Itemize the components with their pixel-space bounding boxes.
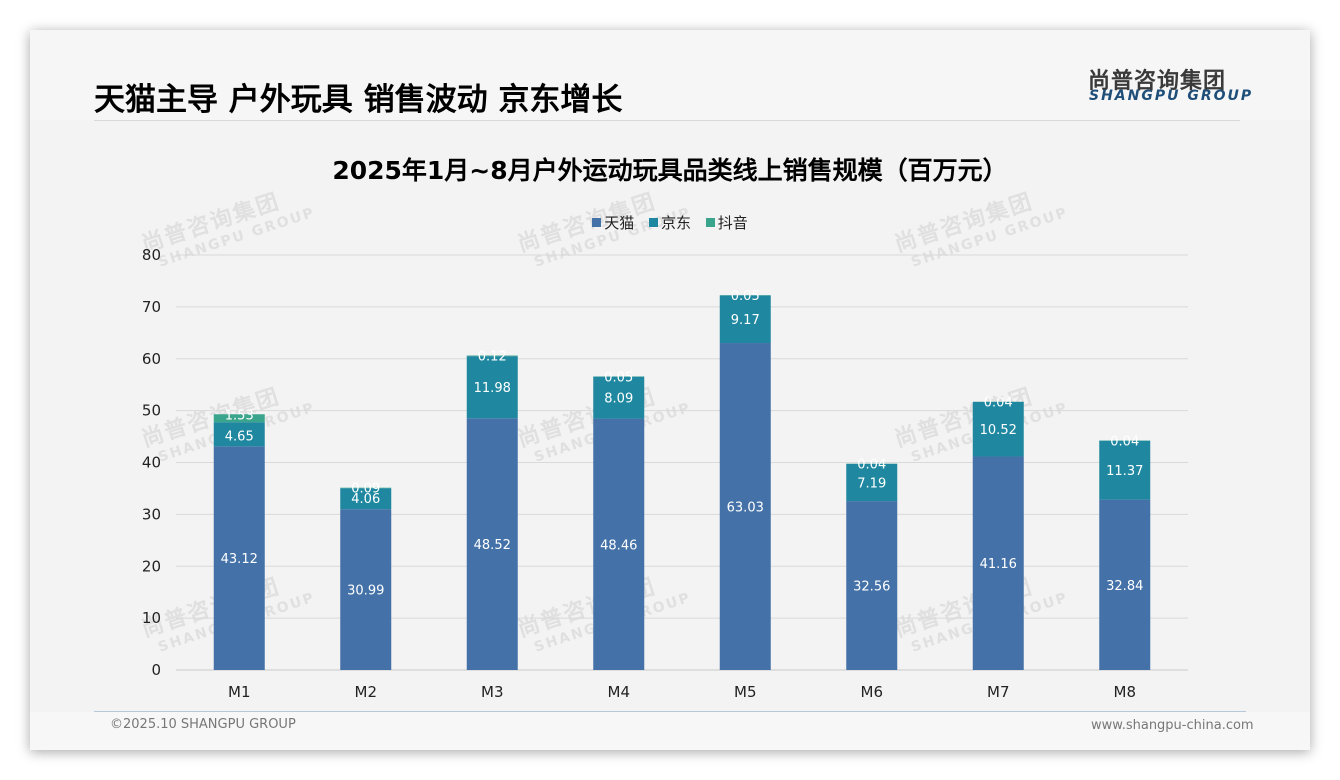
data-label: 11.37	[1106, 464, 1143, 479]
data-label: 0.04	[1110, 434, 1139, 449]
bar-segment-M8-京东	[1099, 440, 1151, 500]
data-label: 48.46	[600, 538, 637, 553]
data-label: 32.56	[853, 580, 890, 595]
y-tick-label: 10	[142, 609, 161, 627]
y-tick-label: 80	[142, 246, 161, 264]
bar-segment-M6-天猫	[846, 501, 898, 670]
legend-swatch-douyin	[705, 218, 715, 227]
x-axis-ticks: M1 M2 M3 M4 M5 M6 M7 M8	[228, 683, 1136, 701]
data-label: 4.06	[351, 492, 380, 507]
x-tick-label: M8	[1114, 683, 1137, 701]
bar-segment-M4-京东	[593, 376, 645, 419]
footer-divider	[94, 711, 1246, 712]
bar-segment-M2-京东	[340, 488, 392, 510]
x-tick-label: M1	[228, 683, 251, 701]
data-label: 63.03	[727, 501, 764, 516]
legend-item-jd: 京东	[648, 212, 691, 233]
legend-label-douyin: 抖音	[717, 214, 748, 232]
footer-band	[30, 712, 1310, 750]
footer-website[interactable]: www.shangpu-china.com	[1091, 718, 1254, 733]
y-tick-label: 50	[142, 402, 161, 420]
data-label: 0.04	[857, 458, 886, 473]
bar-segment-M5-天猫	[719, 343, 771, 670]
bar-segment-M2-天猫	[340, 509, 392, 670]
data-label: 1.53	[225, 408, 254, 423]
data-label: 0.04	[984, 396, 1013, 411]
y-axis-ticks: 0 10 20 30 40 50 60 70 80	[142, 246, 161, 679]
y-tick-label: 20	[142, 557, 161, 575]
bar-segment-M3-天猫	[466, 418, 518, 670]
y-tick-label: 40	[142, 454, 161, 472]
data-label: 32.84	[1106, 579, 1143, 594]
bar-segment-M3-抖音	[466, 355, 518, 357]
x-tick-label: M2	[355, 683, 378, 701]
data-label: 4.65	[225, 429, 254, 444]
logo-chinese: 尚普咨询集团	[1088, 69, 1227, 94]
bar-segment-M6-京东	[846, 463, 898, 502]
legend-item-douyin: 抖音	[705, 212, 748, 233]
data-label: 7.19	[857, 476, 886, 491]
data-label: 10.52	[980, 423, 1017, 438]
page-headline: 天猫主导 户外玩具 销售波动 京东增长	[94, 82, 623, 118]
data-label: 8.09	[604, 392, 633, 407]
bar-segment-M7-京东	[972, 401, 1024, 457]
x-tick-label: M3	[481, 683, 504, 701]
x-tick-label: M7	[987, 683, 1010, 701]
x-tick-label: M4	[608, 683, 631, 701]
data-label: 41.16	[980, 557, 1017, 572]
x-tick-label: M6	[861, 683, 884, 701]
bar-segment-M1-京东	[213, 422, 265, 447]
data-label: 9.17	[731, 313, 760, 328]
chart-legend: 天猫 京东 抖音	[0, 212, 1340, 233]
footer-copyright: ©2025.10 SHANGPU GROUP	[110, 717, 296, 732]
y-tick-label: 0	[151, 661, 161, 679]
data-labels: 43.12 4.65 1.53 30.99 4.060.09 48.52 11.98 0.12…	[221, 289, 1144, 598]
x-tick-label: M5	[734, 683, 757, 701]
data-label: 0.05	[604, 370, 633, 385]
legend-label-tmall: 天猫	[604, 214, 635, 232]
bars	[213, 295, 1151, 670]
bar-segment-M5-京东	[719, 295, 771, 344]
logo-english: SHANGPU GROUP	[1089, 88, 1254, 104]
header-band	[30, 30, 1310, 120]
legend-swatch-jd	[648, 218, 658, 227]
bar-segment-M7-天猫	[972, 456, 1024, 670]
bar-segment-M1-抖音	[213, 414, 265, 423]
y-tick-label: 70	[142, 298, 161, 316]
chart-title: 2025年1月~8月户外运动玩具品类线上销售规模（百万元）	[332, 156, 1008, 185]
legend-item-tmall: 天猫	[592, 212, 634, 233]
data-label: 0.05	[731, 289, 760, 304]
data-label: 0.09	[351, 482, 380, 497]
y-tick-label: 30	[142, 505, 161, 523]
bar-segment-M8-天猫	[1099, 499, 1151, 670]
y-tick-label: 60	[142, 350, 161, 368]
data-label: 30.99	[347, 584, 384, 599]
data-label: 11.98	[474, 381, 511, 396]
gridlines	[176, 254, 1188, 671]
legend-label-jd: 京东	[660, 214, 691, 232]
data-label: 48.52	[474, 538, 511, 553]
bar-segment-M1-天猫	[213, 446, 265, 670]
data-label: 0.12	[478, 350, 507, 365]
bar-segment-M3-京东	[466, 356, 518, 419]
data-label: 43.12	[221, 552, 258, 567]
legend-swatch-tmall	[592, 218, 602, 227]
header-divider	[94, 120, 1240, 121]
bar-segment-M4-天猫	[593, 418, 645, 670]
